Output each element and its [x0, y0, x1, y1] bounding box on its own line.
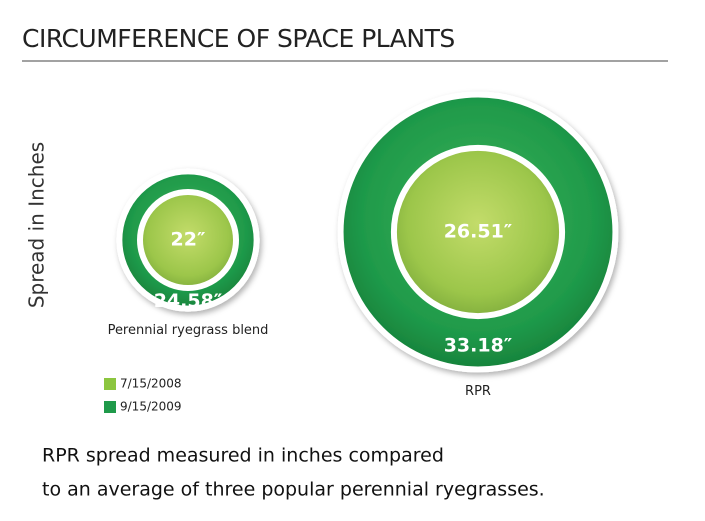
- value-label: 24.58″: [154, 290, 223, 312]
- value-label: 22″: [171, 229, 206, 251]
- legend-swatch: [104, 378, 116, 390]
- caption-line: to an average of three popular perennial…: [42, 479, 545, 501]
- y-axis-label: Spread in Inches: [25, 142, 49, 308]
- legend-label: 9/15/2009: [120, 400, 182, 414]
- value-label: 26.51″: [444, 221, 513, 243]
- caption-line: RPR spread measured in inches compared: [42, 445, 444, 467]
- legend-swatch: [104, 401, 116, 413]
- inner-circle: [137, 189, 239, 291]
- category-label: Perennial ryegrass blend: [108, 323, 269, 338]
- value-label: 33.18″: [444, 334, 513, 356]
- category-label: RPR: [465, 384, 491, 399]
- legend-label: 7/15/2008: [120, 377, 182, 391]
- inner-circle: [390, 144, 566, 320]
- chart-title: CIRCUMFERENCE OF SPACE PLANTS: [22, 24, 455, 53]
